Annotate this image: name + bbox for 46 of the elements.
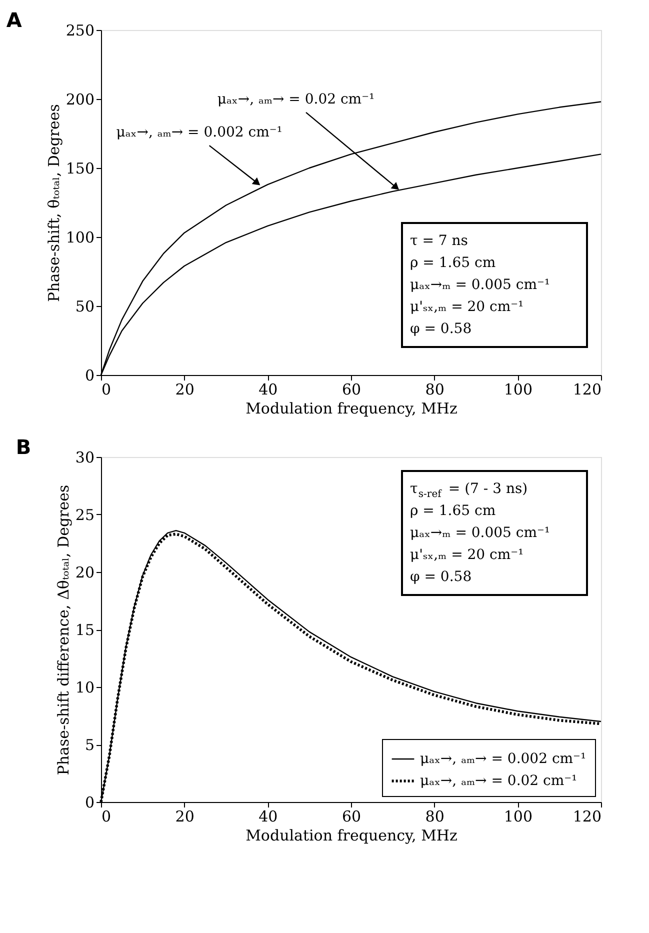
x-tick-label: 80 xyxy=(425,380,444,398)
x-tick-label: 0 xyxy=(102,808,112,826)
annotation: φ = 0.58 xyxy=(410,321,472,337)
x-tick-label: 60 xyxy=(342,808,362,826)
x-tick-label: 120 xyxy=(572,380,602,398)
x-tick-label: 120 xyxy=(572,808,602,826)
legend-label: μₐₓ→, ₐₘ→ = 0.02 cm⁻¹ xyxy=(420,773,578,789)
annotation: ρ = 1.65 cm xyxy=(410,255,496,271)
x-tick-label: 100 xyxy=(504,380,532,398)
annotation: μ'ₛₓ,ₘ = 20 cm⁻¹ xyxy=(410,547,524,563)
legend-label: μₐₓ→, ₐₘ→ = 0.002 cm⁻¹ xyxy=(420,751,586,767)
y-axis-title: Phase-shift, θₜₒₜₐₗ, Degrees xyxy=(44,104,63,302)
annotation: μₐₓ→ₘ = 0.005 cm⁻¹ xyxy=(410,277,550,293)
chart-title: A xyxy=(6,8,22,32)
y-tick-label: 100 xyxy=(66,228,94,246)
x-tick-label: 80 xyxy=(425,808,444,826)
y-tick-label: 0 xyxy=(84,794,94,812)
y-tick-label: 15 xyxy=(75,621,94,639)
y-tick-label: 30 xyxy=(75,448,94,466)
x-axis-title: Modulation frequency, MHz xyxy=(246,400,458,418)
y-tick-label: 0 xyxy=(84,366,94,384)
x-tick-label: 0 xyxy=(102,380,112,398)
annotation: μₐₓ→ₘ = 0.005 cm⁻¹ xyxy=(410,525,550,541)
y-tick-label: 50 xyxy=(75,298,94,316)
x-tick-label: 20 xyxy=(175,380,194,398)
x-tick-label: 20 xyxy=(175,808,194,826)
y-tick-label: 200 xyxy=(66,90,94,108)
y-tick-label: 5 xyxy=(84,736,94,754)
y-axis-title: Phase-shift difference, Δθₜₒₜₐₗ, Degrees xyxy=(54,484,72,776)
annotation: μₐₓ→, ₐₘ→ = 0.002 cm⁻¹ xyxy=(116,124,282,141)
y-tick-label: 250 xyxy=(66,22,94,40)
y-tick-label: 150 xyxy=(66,160,94,178)
annotation: φ = 0.58 xyxy=(410,569,472,585)
x-tick-label: 40 xyxy=(258,808,278,826)
x-tick-label: 100 xyxy=(504,808,532,826)
x-tick-label: 60 xyxy=(342,380,362,398)
annotation: ρ = 1.65 cm xyxy=(410,503,496,519)
annotation: τ = 7 ns xyxy=(410,233,468,249)
chart-title: B xyxy=(16,435,32,459)
annotation: μₐₓ→, ₐₘ→ = 0.02 cm⁻¹ xyxy=(217,91,375,108)
x-axis-title: Modulation frequency, MHz xyxy=(246,826,458,844)
y-tick-label: 25 xyxy=(75,506,94,524)
y-tick-label: 20 xyxy=(75,564,94,582)
y-tick-label: 10 xyxy=(75,678,94,696)
x-tick-label: 40 xyxy=(258,380,278,398)
annotation: μ'ₛₓ,ₘ = 20 cm⁻¹ xyxy=(410,299,524,315)
